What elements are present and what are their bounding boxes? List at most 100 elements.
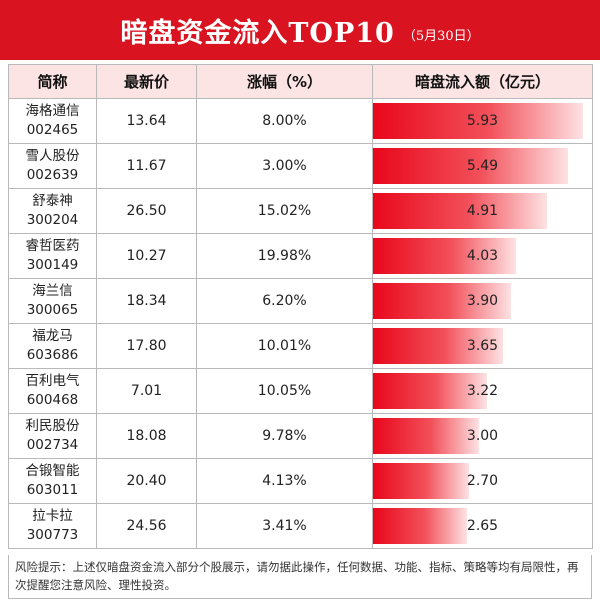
table-header-row: 简称 最新价 涨幅（%） 暗盘流入额（亿元） [8, 64, 593, 99]
inflow-value: 3.22 [466, 383, 499, 399]
price-cell: 7.01 [96, 368, 197, 414]
inflow-value: 3.00 [466, 428, 499, 444]
table-row: 雪人股份 002639 11.67 3.00% 5.49 [8, 143, 593, 189]
inflow-bar [373, 103, 584, 139]
inflow-value: 2.70 [466, 473, 499, 489]
col-header-change: 涨幅（%） [196, 64, 373, 99]
stock-code: 300065 [26, 302, 79, 318]
inflow-cell: 5.93 [372, 98, 593, 144]
stock-name: 雪人股份 [25, 148, 80, 164]
stock-code: 002639 [26, 167, 79, 183]
stock-code: 300149 [26, 257, 79, 273]
stock-code: 603686 [26, 347, 79, 363]
inflow-value: 5.93 [466, 113, 499, 129]
inflow-cell: 2.65 [372, 503, 593, 549]
table-row: 海兰信 300065 18.34 6.20% 3.90 [8, 278, 593, 324]
stock-cell: 舒泰神 300204 [8, 188, 97, 234]
inflow-cell: 4.03 [372, 233, 593, 279]
stock-code: 300204 [26, 212, 79, 228]
page-date: （5月30日） [402, 28, 480, 44]
table-row: 拉卡拉 300773 24.56 3.41% 2.65 [8, 503, 593, 549]
inflow-cell: 4.91 [372, 188, 593, 234]
table-row: 海格通信 002465 13.64 8.00% 5.93 [8, 98, 593, 144]
inflow-cell: 5.49 [372, 143, 593, 189]
stock-name: 拉卡拉 [32, 508, 73, 524]
inflow-bar [373, 508, 467, 544]
stock-name: 福龙马 [32, 328, 73, 344]
header-banner: 暗盘资金流入TOP10 （5月30日） [0, 0, 600, 60]
stock-code: 002465 [26, 122, 79, 138]
change-cell: 3.41% [196, 503, 373, 549]
inflow-value: 2.65 [466, 518, 499, 534]
page-title: 暗盘资金流入TOP10 [120, 17, 395, 49]
stock-cell: 雪人股份 002639 [8, 143, 97, 189]
table-row: 合锻智能 603011 20.40 4.13% 2.70 [8, 458, 593, 504]
stock-code: 300773 [26, 527, 79, 543]
inflow-bar [373, 283, 512, 319]
stock-code: 600468 [26, 392, 79, 408]
inflow-cell: 3.90 [372, 278, 593, 324]
stock-code: 603011 [26, 482, 79, 498]
inflow-cell: 3.22 [372, 368, 593, 414]
change-cell: 4.13% [196, 458, 373, 504]
inflow-bar [373, 418, 480, 454]
change-cell: 6.20% [196, 278, 373, 324]
inflow-bar [373, 238, 516, 274]
inflow-value: 3.65 [466, 338, 499, 354]
inflow-bar [373, 193, 548, 229]
inflow-table: 简称 最新价 涨幅（%） 暗盘流入额（亿元） 海格通信 002465 13.64 8.… [8, 64, 593, 549]
stock-name: 合锻智能 [25, 463, 80, 479]
risk-disclaimer: 风险提示：上述仅暗盘资金流入部分个股展示，请勿据此操作，任何数据、功能、指标、策… [8, 555, 592, 599]
inflow-bar [373, 148, 568, 184]
change-cell: 10.05% [196, 368, 373, 414]
price-cell: 13.64 [96, 98, 197, 144]
table-row: 福龙马 603686 17.80 10.01% 3.65 [8, 323, 593, 369]
price-cell: 20.40 [96, 458, 197, 504]
stock-cell: 海格通信 002465 [8, 98, 97, 144]
stock-name: 海格通信 [25, 103, 80, 119]
stock-name: 海兰信 [32, 283, 73, 299]
price-cell: 24.56 [96, 503, 197, 549]
price-cell: 10.27 [96, 233, 197, 279]
inflow-value: 3.90 [466, 293, 499, 309]
stock-cell: 利民股份 002734 [8, 413, 97, 459]
stock-cell: 拉卡拉 300773 [8, 503, 97, 549]
change-cell: 3.00% [196, 143, 373, 189]
inflow-bar [373, 463, 469, 499]
stock-cell: 福龙马 603686 [8, 323, 97, 369]
price-cell: 17.80 [96, 323, 197, 369]
table-row: 百利电气 600468 7.01 10.05% 3.22 [8, 368, 593, 414]
col-header-price: 最新价 [96, 64, 197, 99]
col-header-name: 简称 [8, 64, 97, 99]
inflow-bar [373, 328, 503, 364]
inflow-value: 4.03 [466, 248, 499, 264]
table-row: 利民股份 002734 18.08 9.78% 3.00 [8, 413, 593, 459]
stock-cell: 百利电气 600468 [8, 368, 97, 414]
price-cell: 11.67 [96, 143, 197, 189]
price-cell: 26.50 [96, 188, 197, 234]
price-cell: 18.34 [96, 278, 197, 324]
stock-name: 百利电气 [25, 373, 80, 389]
inflow-value: 5.49 [466, 158, 499, 174]
stock-code: 002734 [26, 437, 79, 453]
inflow-value: 4.91 [466, 203, 499, 219]
table-row: 睿哲医药 300149 10.27 19.98% 4.03 [8, 233, 593, 279]
stock-name: 睿哲医药 [25, 238, 80, 254]
stock-name: 舒泰神 [32, 193, 73, 209]
inflow-cell: 3.00 [372, 413, 593, 459]
inflow-cell: 3.65 [372, 323, 593, 369]
stock-name: 利民股份 [25, 418, 80, 434]
change-cell: 19.98% [196, 233, 373, 279]
change-cell: 10.01% [196, 323, 373, 369]
price-cell: 18.08 [96, 413, 197, 459]
change-cell: 8.00% [196, 98, 373, 144]
col-header-inflow: 暗盘流入额（亿元） [372, 64, 593, 99]
change-cell: 9.78% [196, 413, 373, 459]
change-cell: 15.02% [196, 188, 373, 234]
stock-cell: 海兰信 300065 [8, 278, 97, 324]
stock-cell: 睿哲医药 300149 [8, 233, 97, 279]
stock-cell: 合锻智能 603011 [8, 458, 97, 504]
inflow-bar [373, 373, 488, 409]
table-row: 舒泰神 300204 26.50 15.02% 4.91 [8, 188, 593, 234]
inflow-cell: 2.70 [372, 458, 593, 504]
